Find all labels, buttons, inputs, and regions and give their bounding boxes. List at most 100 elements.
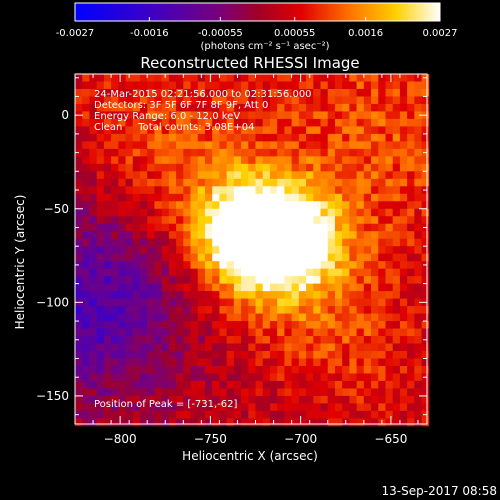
heatmap-cell — [262, 298, 271, 307]
heatmap-cell — [342, 103, 350, 112]
heatmap-cell — [154, 410, 163, 419]
heatmap-cell — [334, 261, 343, 270]
heatmap-cell — [161, 321, 170, 329]
heatmap-cell — [197, 126, 206, 135]
heatmap-cell — [147, 388, 155, 397]
heatmap-cell — [399, 268, 408, 277]
heatmap-cell — [176, 395, 184, 404]
heatmap-cell — [277, 201, 285, 210]
heatmap-cell — [298, 395, 307, 404]
heatmap-cell — [327, 111, 336, 120]
heatmap-cell — [298, 74, 307, 82]
heatmap-cell — [327, 268, 336, 277]
heatmap-cell — [421, 380, 430, 389]
heatmap-cell — [284, 336, 293, 344]
heatmap-cell — [226, 201, 235, 210]
heatmap-cell — [334, 148, 343, 157]
heatmap-cell — [168, 74, 177, 82]
heatmap-cell — [306, 395, 314, 404]
heatmap-cell — [154, 261, 163, 270]
heatmap-cell — [168, 388, 177, 397]
heatmap-cell — [320, 208, 329, 217]
heatmap-cell — [392, 148, 401, 157]
heatmap-cell — [118, 171, 126, 180]
heatmap-cell — [320, 365, 329, 374]
heatmap-cell — [291, 253, 300, 262]
heatmap-cell — [327, 321, 336, 329]
heatmap-cell — [421, 178, 430, 187]
heatmap-cell — [291, 313, 300, 322]
heatmap-cell — [176, 216, 184, 225]
heatmap-cell — [378, 81, 386, 90]
heatmap-cell — [103, 223, 112, 232]
heatmap-cell — [190, 298, 199, 307]
heatmap-cell — [226, 403, 235, 412]
heatmap-cell — [204, 201, 213, 210]
heatmap-cell — [320, 291, 329, 299]
heatmap-cell — [277, 403, 285, 412]
heatmap-cell — [82, 81, 90, 90]
heatmap-cell — [197, 358, 206, 367]
heatmap-cell — [349, 156, 357, 165]
heatmap-cell — [161, 126, 170, 135]
heatmap-cell — [103, 88, 112, 97]
heatmap-cell — [103, 336, 112, 344]
heatmap-cell — [89, 208, 98, 217]
heatmap-cell — [168, 81, 177, 90]
heatmap-cell — [118, 193, 126, 202]
heatmap-cell — [378, 111, 386, 120]
heatmap-cell — [327, 373, 336, 382]
heatmap-cell — [399, 201, 408, 210]
heatmap-cell — [233, 380, 242, 389]
heatmap-cell — [154, 298, 163, 307]
heatmap-cell — [414, 238, 422, 247]
heatmap-cell — [414, 358, 422, 367]
heatmap-cell — [363, 246, 372, 255]
heatmap-cell — [291, 216, 300, 225]
heatmap-cell — [219, 380, 228, 389]
heatmap-cell — [334, 365, 343, 374]
heatmap-cell — [284, 373, 293, 382]
heatmap-cell — [176, 246, 184, 255]
heatmap-cell — [320, 88, 329, 97]
heatmap-cell — [183, 358, 191, 367]
heatmap-cell — [132, 156, 141, 165]
heatmap-cell — [320, 148, 329, 157]
heatmap-cell — [168, 395, 177, 404]
heatmap-cell — [82, 246, 90, 255]
heatmap-cell — [241, 133, 249, 142]
heatmap-cell — [255, 380, 264, 389]
heatmap-cell — [342, 283, 350, 292]
heatmap-cell — [161, 351, 170, 359]
heatmap-cell — [399, 291, 408, 299]
heatmap-cell — [111, 395, 119, 404]
heatmap-cell — [212, 351, 220, 359]
chart-title: Reconstructed RHESSI Image — [140, 54, 359, 72]
heatmap-cell — [154, 343, 163, 352]
heatmap-cell — [147, 216, 155, 225]
heatmap-cell — [161, 171, 170, 180]
heatmap-cell — [349, 74, 357, 82]
heatmap-cell — [118, 96, 126, 105]
heatmap-cell — [320, 216, 329, 225]
heatmap-cell — [96, 171, 105, 180]
heatmap-cell — [226, 231, 235, 240]
heatmap-cell — [399, 111, 408, 120]
heatmap-cell — [298, 163, 307, 172]
heatmap-cell — [269, 118, 278, 127]
heatmap-cell — [356, 133, 365, 142]
heatmap-cell — [89, 156, 98, 165]
heatmap-cell — [363, 328, 372, 337]
heatmap-cell — [161, 403, 170, 412]
heatmap-cell — [233, 178, 242, 187]
heatmap-cell — [241, 201, 249, 210]
heatmap-cell — [371, 81, 379, 90]
heatmap-cell — [82, 283, 90, 292]
heatmap-cell — [407, 418, 415, 427]
heatmap-cell — [154, 186, 163, 195]
heatmap-cell — [111, 403, 119, 412]
heatmap-cell — [241, 388, 249, 397]
heatmap-cell — [96, 88, 105, 97]
heatmap-cell — [363, 231, 372, 240]
heatmap-cell — [277, 358, 285, 367]
